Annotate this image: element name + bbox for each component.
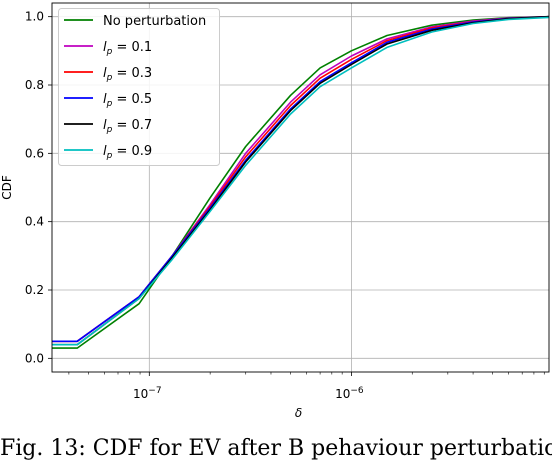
legend-label-2: lp = 0.3 bbox=[103, 66, 152, 83]
y-axis-ticks: 0.0 0.2 0.4 0.6 0.8 1.0 bbox=[25, 10, 52, 365]
x-axis-label: δ bbox=[295, 406, 302, 420]
legend: No perturbation lp = 0.1 lp = 0.3 lp = 0.5 l… bbox=[58, 8, 220, 166]
axes-frame bbox=[51, 2, 550, 373]
y-tick-label-1: 0.2 bbox=[25, 283, 44, 297]
figure-caption: Fig. 13: CDF for EV after B pehaviour pe… bbox=[0, 436, 552, 461]
y-tick-label-4: 0.8 bbox=[25, 78, 44, 92]
y-tick-label-5: 1.0 bbox=[25, 10, 44, 24]
x-axis-ticks: 10−7 10−6 bbox=[68, 372, 545, 401]
series-line-0 bbox=[52, 15, 550, 349]
y-axis-label: CDF bbox=[0, 175, 14, 200]
x-tick-label-1: 10−6 bbox=[335, 386, 364, 401]
legend-label-5: lp = 0.9 bbox=[103, 144, 152, 161]
legend-box bbox=[58, 8, 220, 166]
plot-frame bbox=[51, 2, 550, 373]
x-tick-label-0: 10−7 bbox=[133, 386, 162, 401]
legend-label-0: No perturbation bbox=[103, 14, 206, 29]
y-tick-label-3: 0.6 bbox=[25, 146, 44, 160]
legend-label-3: lp = 0.5 bbox=[103, 92, 152, 109]
cdf-chart: 10−7 10−6 0.0 0.2 0.4 0.6 0.8 1.0 δ CDF No per… bbox=[0, 2, 550, 420]
series-line-5 bbox=[52, 16, 550, 346]
y-tick-label-2: 0.4 bbox=[25, 215, 44, 229]
series-lines bbox=[52, 15, 550, 349]
legend-label-4: lp = 0.7 bbox=[103, 118, 152, 135]
legend-label-1: lp = 0.1 bbox=[103, 40, 152, 57]
y-tick-label-0: 0.0 bbox=[25, 351, 44, 365]
